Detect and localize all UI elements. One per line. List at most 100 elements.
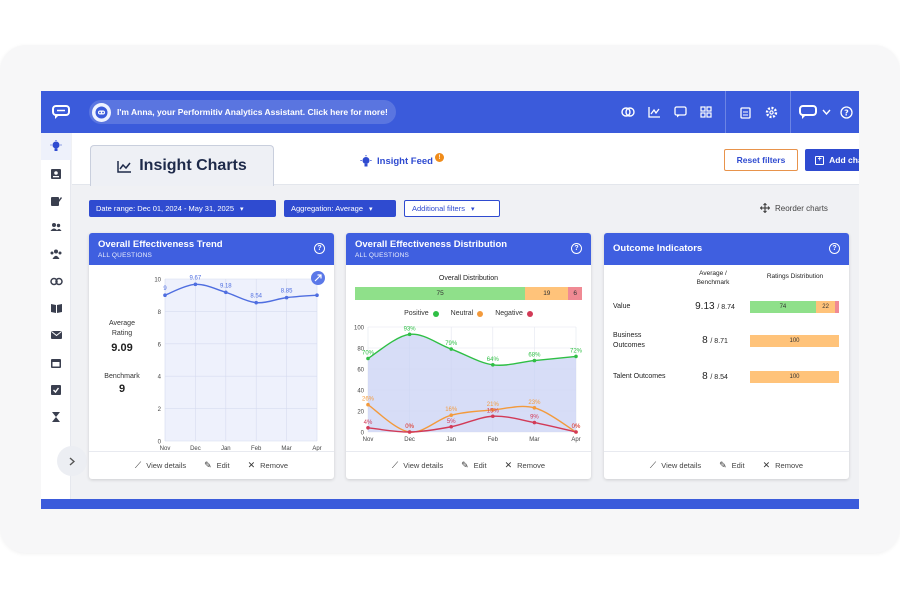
top-icons: ? — [615, 91, 859, 133]
bar-neutral: 22 — [815, 301, 836, 313]
expand-sidebar-button[interactable] — [57, 446, 87, 476]
y-tick-label: 60 — [357, 368, 364, 374]
positive-point — [449, 347, 453, 351]
remove-button[interactable]: ✕ Remove — [505, 460, 545, 471]
negative-point — [366, 426, 370, 430]
neutral-label: 0% — [572, 424, 581, 430]
sidebar-item-links[interactable] — [41, 268, 71, 295]
x-tick-label: Dec — [404, 437, 415, 443]
reset-filters-button[interactable]: Reset filters — [724, 149, 798, 171]
sidebar-item-forms[interactable] — [41, 187, 71, 214]
remove-button[interactable]: ✕ Remove — [763, 460, 803, 471]
edit-label: Edit — [731, 461, 745, 470]
trend-card: Overall Effectiveness Trend ALL QUESTION… — [89, 233, 334, 479]
edit-button[interactable]: ✎ Edit — [204, 460, 229, 471]
sidebar-item-timer[interactable] — [41, 403, 71, 430]
reorder-charts-button[interactable]: Reorder charts — [760, 203, 828, 213]
sidebar-item-tasks[interactable] — [41, 376, 71, 403]
legend-positive: Positive — [404, 310, 439, 317]
neutral-segment: 19 — [525, 287, 569, 300]
chart-legend: Positive Neutral Negative — [346, 310, 591, 317]
help-icon[interactable]: ? — [833, 91, 859, 133]
tab-insight-feed[interactable]: Insight Feed ! — [360, 153, 444, 168]
chevron-down-icon: ▾ — [470, 205, 475, 213]
sidebar-item-insights[interactable] — [41, 133, 71, 160]
grid-icon[interactable] — [693, 91, 719, 133]
tab-insight-feed-label: Insight Feed — [377, 156, 433, 167]
users-icon — [50, 223, 62, 231]
legend-neutral: Neutral — [451, 310, 484, 317]
neutral-label: 23% — [528, 400, 541, 406]
brand-logo-icon[interactable] — [41, 91, 81, 133]
top-bar: I'm Anna, your Performitiv Analytics Ass… — [41, 91, 859, 133]
sidebar-item-users[interactable] — [41, 214, 71, 241]
legend-positive-label: Positive — [404, 310, 429, 317]
calendar-icon — [51, 358, 61, 368]
x-tick-label: Apr — [312, 446, 321, 451]
y-tick-label: 4 — [158, 375, 162, 381]
additional-filters-label: Additional filters — [412, 204, 465, 213]
view-details-button[interactable]: ⟋ View details — [650, 460, 701, 471]
pencil-icon: ✎ — [461, 460, 469, 470]
help-icon[interactable]: ? — [314, 243, 325, 254]
outcomes-card-header: Outcome Indicators ? — [604, 233, 849, 265]
distribution-line-chart: 0 20 40 60 80 100 Nov Dec Jan Feb Mar Apr 70% 93% 79% 6… — [354, 326, 583, 444]
help-icon[interactable]: ? — [571, 243, 582, 254]
add-chart-button[interactable]: + Add chart — [805, 149, 859, 171]
line-chart-icon[interactable] — [641, 91, 667, 133]
outcomes-card-title: Outcome Indicators — [613, 243, 703, 254]
outcome-score: 8 / 8.71 — [692, 335, 738, 346]
sidebar-item-profiles[interactable] — [41, 160, 71, 187]
chevron-down-icon: ▾ — [369, 205, 373, 213]
y-tick-label: 8 — [158, 310, 162, 316]
aggregation-filter[interactable]: Aggregation: Average ▾ — [284, 200, 396, 217]
y-tick-label: 0 — [158, 440, 162, 446]
y-tick-label: 0 — [361, 431, 365, 437]
benchmark-value: 9 — [118, 383, 126, 395]
distribution-card-footer: ⟋ View details ✎ Edit ✕ Remove — [346, 451, 591, 479]
positive-point — [407, 332, 412, 337]
sidebar-item-messages[interactable] — [41, 322, 71, 349]
chevron-down-icon[interactable] — [819, 91, 833, 133]
tab-insight-charts-label: Insight Charts — [139, 157, 247, 174]
comment-icon[interactable] — [667, 91, 693, 133]
additional-filters-button[interactable]: Additional filters ▾ — [404, 200, 500, 217]
edit-button[interactable]: ✎ Edit — [461, 460, 486, 471]
remove-button[interactable]: ✕ Remove — [248, 460, 288, 471]
bar-positive: 74 — [750, 301, 816, 313]
chart-icon: ⟋ — [134, 460, 142, 470]
distribution-card-title: Overall Effectiveness Distribution — [355, 239, 508, 250]
gear-icon[interactable] — [758, 91, 784, 133]
sidebar-item-calendar[interactable] — [41, 349, 71, 376]
clipboard-icon[interactable] — [732, 91, 758, 133]
y-tick-label: 80 — [357, 347, 364, 353]
view-details-button[interactable]: ⟋ View details — [392, 460, 443, 471]
divider — [790, 91, 791, 133]
help-icon[interactable]: ? — [829, 243, 840, 254]
date-range-filter[interactable]: Date range: Dec 01, 2024 - May 31, 2025 … — [89, 200, 276, 217]
add-chart-label: Add chart — [829, 155, 859, 165]
neutral-label: 26% — [362, 397, 375, 403]
edit-label: Edit — [216, 461, 230, 470]
positive-label: 79% — [445, 341, 458, 347]
expand-chart-icon[interactable] — [311, 271, 325, 285]
legend-negative-label: Negative — [495, 310, 523, 317]
data-point — [254, 300, 258, 305]
sidebar-item-library[interactable] — [41, 295, 71, 322]
assistant-avatar-icon — [92, 102, 111, 122]
circle-overlap-icon[interactable] — [615, 91, 641, 133]
tabs-bar: Insight Charts Insight Feed ! Reset filt… — [72, 133, 859, 186]
average-rating-value: 9.09 — [111, 342, 133, 354]
edit-button[interactable]: ✎ Edit — [719, 460, 744, 471]
data-point — [315, 293, 319, 297]
view-details-button[interactable]: ⟋ View details — [135, 460, 186, 471]
sidebar-item-groups[interactable] — [41, 241, 71, 268]
bar-neutral: 100 — [750, 335, 839, 347]
account-logo-icon[interactable] — [797, 91, 819, 133]
data-label: 9 — [163, 286, 167, 292]
assistant-banner[interactable]: I'm Anna, your Performitiv Analytics Ass… — [89, 100, 396, 124]
positive-point — [366, 356, 370, 361]
tab-insight-charts[interactable]: Insight Charts — [90, 145, 274, 186]
book-icon — [50, 304, 62, 313]
trend-card-footer: ⟋ View details ✎ Edit ✕ Remove — [89, 451, 334, 479]
